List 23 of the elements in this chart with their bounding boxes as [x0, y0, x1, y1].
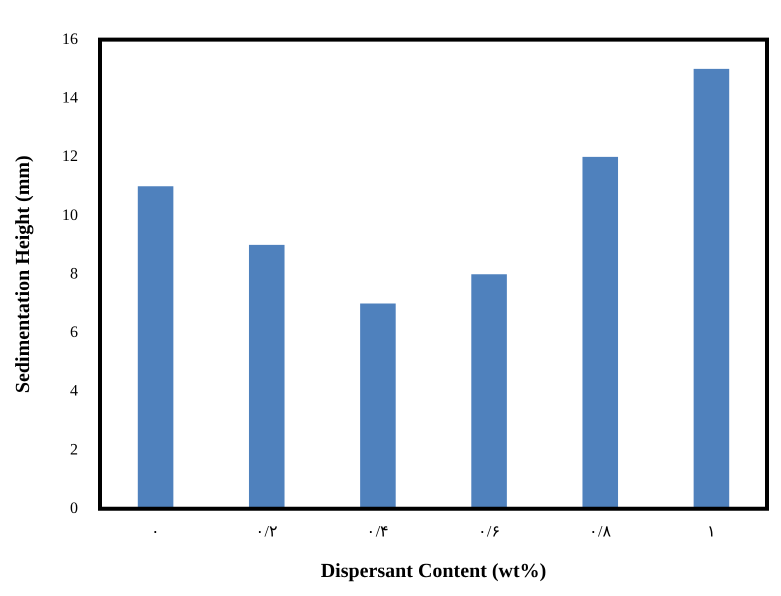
- bar: [582, 156, 618, 509]
- y-tick-label: 10: [62, 206, 78, 224]
- x-tick-label: ۰/۶: [478, 524, 500, 541]
- y-tick-label: 8: [70, 265, 78, 282]
- y-tick-label: 0: [70, 500, 78, 518]
- x-tick-label: ۰: [151, 524, 160, 541]
- y-tick-label: 2: [70, 441, 78, 458]
- bar: [471, 274, 507, 509]
- bar: [694, 68, 730, 509]
- y-tick-label: 4: [70, 382, 78, 400]
- x-tick-label: ۰/۸: [589, 524, 612, 541]
- bar: [360, 304, 396, 509]
- y-tick-label: 12: [62, 148, 78, 166]
- x-axis-title: Dispersant Content (wt%): [320, 560, 546, 582]
- y-tick-label: 16: [62, 30, 78, 48]
- y-tick-label: 6: [70, 324, 78, 342]
- x-tick-label: ۱: [706, 524, 716, 541]
- bar: [248, 244, 285, 509]
- y-tick-label: 14: [62, 89, 78, 106]
- bar: [138, 186, 174, 509]
- x-tick-label: ۰/۴: [366, 524, 390, 541]
- x-tick-label: ۰/۲: [256, 524, 278, 541]
- y-axis-title: Sedimentation Height (mm): [12, 155, 34, 394]
